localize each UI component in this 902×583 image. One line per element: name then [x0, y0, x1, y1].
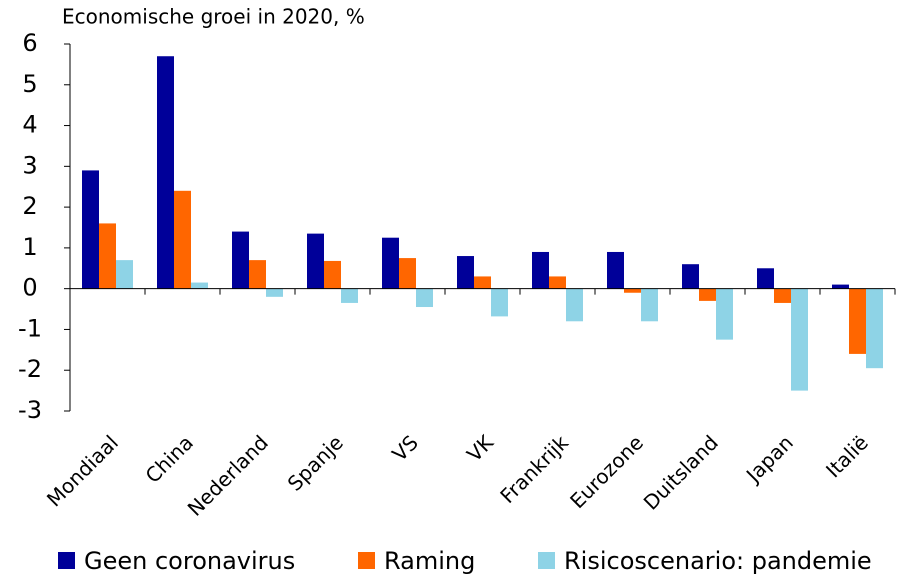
legend-label: Geen coronavirus	[84, 547, 295, 575]
legend-label: Raming	[384, 547, 475, 575]
y-tick-label: 4	[22, 111, 37, 139]
bar	[382, 237, 399, 289]
bar	[174, 190, 191, 289]
bar	[699, 288, 716, 301]
legend-swatch	[538, 552, 555, 569]
bar	[266, 288, 283, 297]
x-tick-label: Duitsland	[639, 430, 723, 514]
x-tick-label: Mondiaal	[42, 430, 123, 511]
y-tick-label: 2	[22, 192, 37, 220]
bar	[341, 288, 358, 303]
legend-swatch	[358, 552, 375, 569]
y-tick-label: -2	[18, 355, 42, 383]
bar	[491, 288, 508, 317]
bar	[457, 256, 474, 289]
bar	[99, 223, 116, 289]
bar	[157, 56, 174, 289]
bar	[191, 282, 208, 289]
bar	[849, 288, 866, 354]
x-tick-label: Spanje	[283, 430, 348, 495]
x-tick-label: China	[141, 430, 198, 487]
x-tick-label: Italië	[821, 430, 873, 482]
bar	[232, 231, 249, 289]
bar	[82, 170, 99, 289]
legend-label: Risicoscenario: pandemie	[564, 547, 872, 575]
bar	[607, 251, 624, 289]
bar	[716, 288, 733, 340]
bar	[249, 260, 266, 289]
x-tick-label: Eurozone	[565, 430, 648, 513]
x-tick-label: Japan	[740, 430, 798, 488]
bar	[324, 260, 341, 289]
y-tick-label: 5	[22, 70, 37, 98]
bar	[832, 284, 849, 289]
bar	[866, 288, 883, 369]
bar	[641, 288, 658, 322]
legend-swatch	[58, 552, 75, 569]
bar	[774, 288, 791, 303]
bar	[566, 288, 583, 322]
bar	[474, 276, 491, 289]
y-tick-label: 1	[22, 233, 37, 261]
y-tick-label: 0	[22, 274, 37, 302]
x-tick-label: Frankrijk	[495, 430, 573, 508]
y-tick-label: 3	[22, 151, 37, 179]
bar	[307, 233, 324, 289]
y-tick-label: 6	[22, 29, 37, 57]
bar	[682, 264, 699, 289]
x-tick-label: VS	[387, 430, 423, 466]
bar	[757, 268, 774, 289]
bar	[791, 288, 808, 391]
bar	[399, 258, 416, 289]
bar	[549, 276, 566, 289]
x-tick-label: Nederland	[183, 430, 273, 520]
x-tick-label: VK	[462, 430, 499, 467]
chart-title: Economische groei in 2020, %	[62, 5, 365, 29]
bar	[532, 251, 549, 289]
bar	[416, 288, 433, 308]
y-tick-label: -1	[18, 314, 42, 342]
y-tick-label: -3	[18, 396, 42, 424]
bar	[116, 260, 133, 289]
bar	[624, 288, 641, 293]
